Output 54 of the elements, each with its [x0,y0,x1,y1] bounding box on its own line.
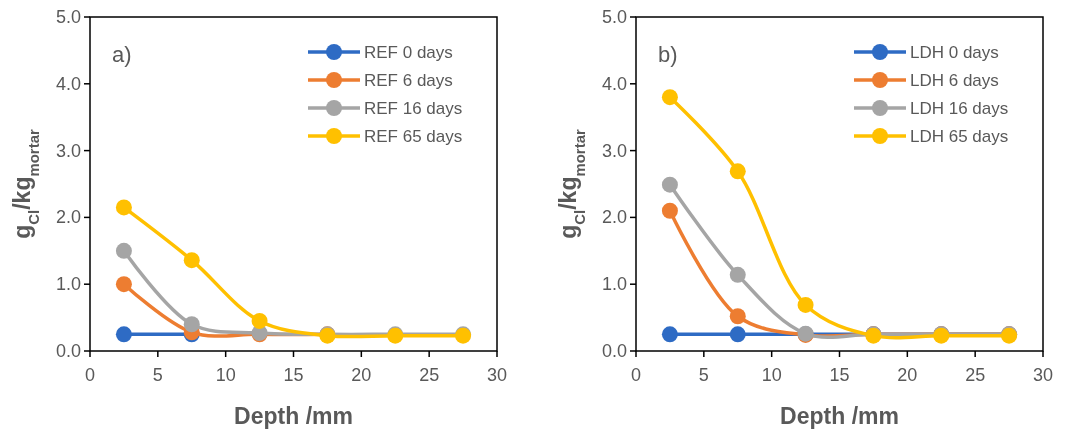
x-axis-title: Depth /mm [780,403,899,429]
x-tick-label: 25 [965,365,986,385]
legend-label: LDH 6 days [910,71,999,90]
legend-label: LDH 65 days [910,127,1009,146]
y-tick-label: 3.0 [55,140,81,161]
x-tick-label: 10 [215,365,236,385]
x-tick-label: 0 [84,365,96,385]
point [729,326,746,343]
legend-label: REF 0 days [364,43,453,62]
legend-label: REF 16 days [364,99,463,118]
y-tick-label: 3.0 [601,140,627,161]
point [661,89,678,106]
point [729,163,746,180]
x-tick-label: 15 [829,365,850,385]
legend-label: LDH 16 days [910,99,1009,118]
x-tick-label: 30 [486,365,508,385]
point [115,242,132,259]
x-tick-label: 0 [630,365,642,385]
point [661,326,678,343]
x-tick-label: 5 [152,365,163,385]
point [661,202,678,219]
point [661,176,678,193]
y-tick-label: 2.0 [601,207,627,228]
x-tick-label: 20 [351,365,372,385]
point [183,252,200,269]
point [115,326,132,343]
point [115,199,132,216]
point [183,316,200,333]
annotation: a) [112,42,132,67]
y-tick-label: 0.0 [601,341,627,361]
point [115,276,132,293]
y-tick-label: 0.0 [55,341,81,361]
point [729,266,746,283]
x-axis-title: Depth /mm [234,403,353,429]
x-tick-label: 25 [419,365,440,385]
point [729,308,746,325]
y-tick-label: 4.0 [601,73,627,94]
y-tick-label: 5.0 [601,7,627,27]
y-tick-label: 2.0 [55,207,81,228]
legend-label: LDH 0 days [910,43,999,62]
y-tick-label: 5.0 [55,7,81,27]
legend-label: REF 65 days [364,127,463,146]
x-tick-label: 20 [897,365,918,385]
legend-label: REF 6 days [364,71,453,90]
annotation: b) [658,42,678,67]
y-tick-label: 1.0 [55,274,81,295]
y-tick-label: 1.0 [601,274,627,295]
x-tick-label: 30 [1032,365,1054,385]
x-tick-label: 15 [283,365,304,385]
y-tick-label: 4.0 [55,73,81,94]
x-tick-label: 5 [698,365,709,385]
x-tick-label: 10 [761,365,782,385]
point [251,312,268,329]
point [797,296,814,313]
